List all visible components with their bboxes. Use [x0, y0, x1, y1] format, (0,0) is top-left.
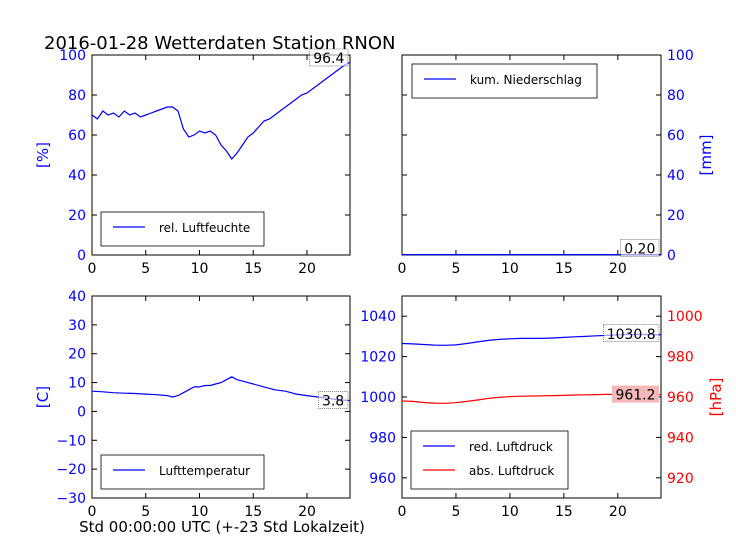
y-tick-label: 40: [667, 168, 685, 184]
legend-label: kum. Niederschlag: [470, 73, 582, 87]
y-tick-label: 1040: [360, 309, 396, 325]
panel-bottom-left: 0 5 10 15 20 −30 −20 −10 0 10 20 30 40 [C] Lufttempera…: [34, 289, 351, 520]
y-tick-label-right: 920: [667, 471, 694, 487]
x-tick-label: 20: [298, 261, 316, 277]
y-tick-label: 40: [68, 168, 86, 184]
x-tick-label: 15: [555, 504, 573, 520]
y-tick-label-right: 980: [667, 350, 694, 366]
x-tick-label: 10: [191, 504, 209, 520]
y-tick-label: 0: [77, 248, 86, 264]
y-tick-label: 20: [667, 208, 685, 224]
y-axis-label-right: [hPa]: [707, 378, 725, 417]
last-value-box: [309, 48, 349, 67]
axes-frame: [91, 295, 351, 499]
panel-top-right: 0 5 10 15 20 0 20 40 60 80 100 [mm] kum. Niederschla…: [398, 48, 715, 277]
y-tick-label: 60: [667, 128, 685, 144]
y-tick-label: 1020: [360, 350, 396, 366]
y-tick-label: −20: [56, 462, 86, 478]
x-tick-label: 0: [88, 504, 97, 520]
legend-label: Lufttemperatur: [159, 464, 250, 478]
y-tick-label-right: 960: [667, 390, 694, 406]
x-tick-label: 10: [501, 261, 519, 277]
x-tick-label: 10: [191, 261, 209, 277]
legend-label: red. Luftdruck: [469, 440, 553, 454]
last-value-box: [612, 385, 659, 403]
y-tick-label: 20: [68, 208, 86, 224]
y-tick-label: 100: [667, 48, 694, 64]
x-tick-label: 20: [609, 504, 627, 520]
y-tick-label: 0: [667, 248, 676, 264]
x-tick-label: 5: [451, 261, 460, 277]
y-tick-label: 80: [667, 88, 685, 104]
last-value-label: 961.2: [615, 388, 655, 404]
legend-box: [100, 454, 265, 490]
last-value-box: [620, 239, 660, 257]
y-tick-label-right: 1000: [667, 309, 703, 325]
y-tick-label: 10: [68, 376, 86, 392]
axes-frame: [91, 54, 351, 256]
legend-label: rel. Luftfeuchte: [159, 221, 250, 235]
y-axis-label: [mm]: [697, 135, 715, 176]
y-tick-label: 60: [68, 128, 86, 144]
y-tick-label: 100: [59, 48, 86, 64]
last-value-label: 1030.8: [607, 327, 656, 343]
y-tick-label: −30: [56, 491, 86, 507]
legend-box: [100, 211, 265, 247]
last-value-label: 0.20: [624, 242, 655, 258]
x-tick-label: 20: [298, 504, 316, 520]
x-tick-label: 15: [555, 261, 573, 277]
x-tick-label: 20: [609, 261, 627, 277]
y-tick-label: 960: [369, 471, 396, 487]
y-tick-label: 40: [68, 289, 86, 305]
y-axis-label: [C]: [34, 386, 52, 408]
legend-label: abs. Luftdruck: [469, 464, 554, 478]
x-tick-label: 0: [398, 261, 407, 277]
x-tick-label: 5: [451, 504, 460, 520]
y-tick-label-right: 940: [667, 430, 694, 446]
legend-box: [411, 63, 598, 99]
bottom-x-axis-label: Std 00:00:00 UTC (+-23 Std Lokalzeit): [79, 518, 365, 536]
x-tick-label: 0: [88, 261, 97, 277]
x-tick-label: 15: [244, 504, 262, 520]
y-tick-label: −10: [56, 433, 86, 449]
last-value-label: 3.8: [322, 393, 344, 409]
y-axis-label: [%]: [34, 142, 52, 168]
y-tick-label: 20: [68, 347, 86, 363]
x-tick-label: 10: [501, 504, 519, 520]
last-value-box: [603, 324, 660, 343]
y-tick-label: 30: [68, 318, 86, 334]
y-tick-label: 80: [68, 88, 86, 104]
series-line: [91, 61, 351, 160]
y-tick-label: 980: [369, 430, 396, 446]
x-tick-label: 5: [141, 261, 150, 277]
figure-title: 2016-01-28 Wetterdaten Station RNON: [44, 33, 395, 54]
y-tick-label: 0: [77, 404, 86, 420]
x-tick-label: 0: [398, 504, 407, 520]
y-tick-label: 1000: [360, 390, 396, 406]
x-tick-label: 5: [141, 504, 150, 520]
last-value-label: 96.4: [313, 51, 344, 67]
panel-bottom-right: 0 5 10 15 20 960 980 1000 1020 1040 920 940 960 980 10…: [360, 295, 725, 520]
last-value-box: [317, 391, 349, 409]
legend-box: [410, 430, 569, 490]
panel-top-left: 0 5 10 15 20 0 20 40 60 80 100 [%] rel. Luftfeuchte 9…: [34, 48, 351, 277]
x-tick-label: 15: [244, 261, 262, 277]
series-line: [91, 376, 351, 402]
